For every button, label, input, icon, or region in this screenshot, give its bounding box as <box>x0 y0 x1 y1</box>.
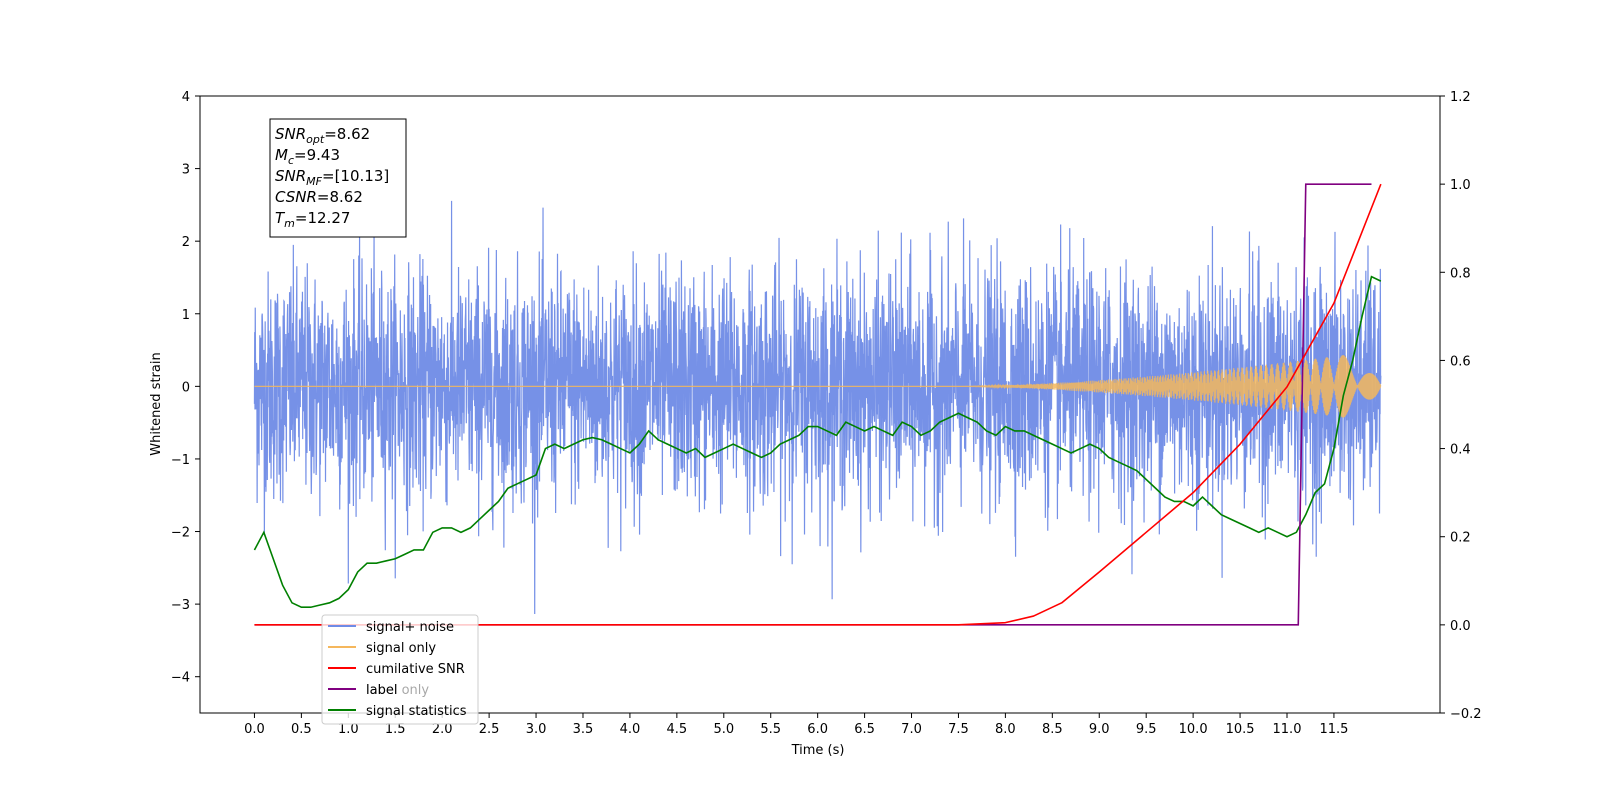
annotation-line: Mc=9.43 <box>275 146 340 167</box>
annotation-value: =8.62 <box>324 125 370 143</box>
y-tick-label: −2 <box>171 526 190 541</box>
y-axis-label: Whitened strain <box>149 352 164 455</box>
legend-entry-label: signal only <box>366 641 436 656</box>
x-tick-label: 4.5 <box>667 722 688 737</box>
y2-tick-label: 1.2 <box>1450 90 1471 105</box>
x-tick-label: 11.5 <box>1319 722 1348 737</box>
x-tick-label: 0.0 <box>244 722 265 737</box>
x-tick-label: 11.0 <box>1273 722 1302 737</box>
x-axis: 0.0 0.5 1.0 1.5 2.0 2.5 3.0 3.5 4.0 4.5 5.0 5.5 6.0 6… <box>244 713 1348 737</box>
annotation-subscript: MF <box>306 175 322 188</box>
legend-entry-label: label <box>366 683 397 698</box>
annotation-symbol: SNR <box>275 167 306 185</box>
annotation-frame <box>269 118 407 238</box>
x-tick-label: 3.5 <box>573 722 594 737</box>
x-tick-label: 7.0 <box>901 722 922 737</box>
annotation-value: =[10.13] <box>322 167 389 185</box>
x-axis-label: Time (s) <box>791 743 845 758</box>
y-tick-label: 1 <box>182 308 190 323</box>
annotation-symbol: CSNR <box>275 188 317 206</box>
x-tick-label: 6.5 <box>854 722 875 737</box>
x-tick-label: 9.0 <box>1089 722 1110 737</box>
y2-tick-label: 0.4 <box>1450 443 1471 458</box>
annotation-symbol: M <box>275 146 288 164</box>
legend-frame <box>321 614 479 725</box>
y-tick-label: 2 <box>182 235 190 250</box>
y-axis-left: −4 −3 −2 −1 0 1 2 3 4 <box>171 90 200 686</box>
annotation-symbol: SNR <box>275 125 306 143</box>
legend-entry-label: label only <box>366 683 429 698</box>
x-tick-label: 8.5 <box>1042 722 1063 737</box>
y-tick-label: −4 <box>171 671 190 686</box>
x-tick-label: 8.0 <box>995 722 1016 737</box>
annotation-line: SNRopt=8.62 <box>275 125 370 146</box>
annotation-line: Tm=12.27 <box>275 209 350 230</box>
y2-tick-label: −0.2 <box>1450 707 1482 722</box>
y2-tick-label: 0.8 <box>1450 266 1471 281</box>
x-tick-label: 9.5 <box>1136 722 1157 737</box>
x-tick-label: 2.5 <box>479 722 500 737</box>
y2-tick-label: 0.6 <box>1450 354 1471 369</box>
x-tick-label: 0.5 <box>291 722 312 737</box>
annotation-value: =8.62 <box>317 188 363 206</box>
y-tick-label: −3 <box>171 598 190 613</box>
y2-tick-label: 0.2 <box>1450 531 1471 546</box>
x-tick-label: 1.5 <box>385 722 406 737</box>
legend-entry-label: signal+ noise <box>366 620 454 635</box>
annotation-subscript: c <box>288 154 294 167</box>
annotation-line: CSNR=8.62 <box>275 188 363 206</box>
annotation-line: SNRMF=[10.13] <box>275 167 389 188</box>
x-tick-label: 10.5 <box>1226 722 1255 737</box>
y2-tick-label: 0.0 <box>1450 619 1471 634</box>
plot-area <box>253 183 1382 626</box>
y-tick-label: −1 <box>171 453 190 468</box>
legend-entry-label: cumilative SNR <box>366 662 465 677</box>
annotation-value: =12.27 <box>295 209 351 227</box>
series-signal-only-line <box>254 355 1382 418</box>
parameter-annotation-box: SNRopt=8.62Mc=9.43SNRMF=[10.13]CSNR=8.62… <box>269 118 407 238</box>
x-tick-label: 6.0 <box>807 722 828 737</box>
plot-frame <box>199 95 1441 714</box>
y-tick-label: 0 <box>182 380 190 395</box>
x-tick-label: 5.0 <box>713 722 734 737</box>
x-tick-label: 4.0 <box>620 722 641 737</box>
x-tick-label: 2.0 <box>432 722 453 737</box>
series-cumulative-snr-line <box>254 183 1382 626</box>
y-tick-label: 3 <box>182 163 190 178</box>
annotation-value: =9.43 <box>294 146 340 164</box>
legend: signal+ noise signal only cumilative SNR la… <box>321 614 479 725</box>
x-tick-label: 1.0 <box>338 722 359 737</box>
x-tick-label: 10.0 <box>1179 722 1208 737</box>
legend-entry-label: signal statistics <box>366 704 467 719</box>
series-signal-statistics-line <box>253 275 1382 609</box>
y-tick-label: 4 <box>182 90 190 105</box>
y2-tick-label: 1.0 <box>1450 178 1471 193</box>
annotation-subscript: m <box>284 217 295 230</box>
x-tick-label: 7.5 <box>948 722 969 737</box>
x-tick-label: 3.0 <box>526 722 547 737</box>
annotation-symbol: T <box>275 209 286 227</box>
annotation-subscript: opt <box>306 133 325 146</box>
series-signal-noise-line <box>253 200 1382 615</box>
x-tick-label: 5.5 <box>760 722 781 737</box>
y-axis-right: −0.2 0.0 0.2 0.4 0.6 0.8 1.0 1.2 <box>1440 90 1482 722</box>
